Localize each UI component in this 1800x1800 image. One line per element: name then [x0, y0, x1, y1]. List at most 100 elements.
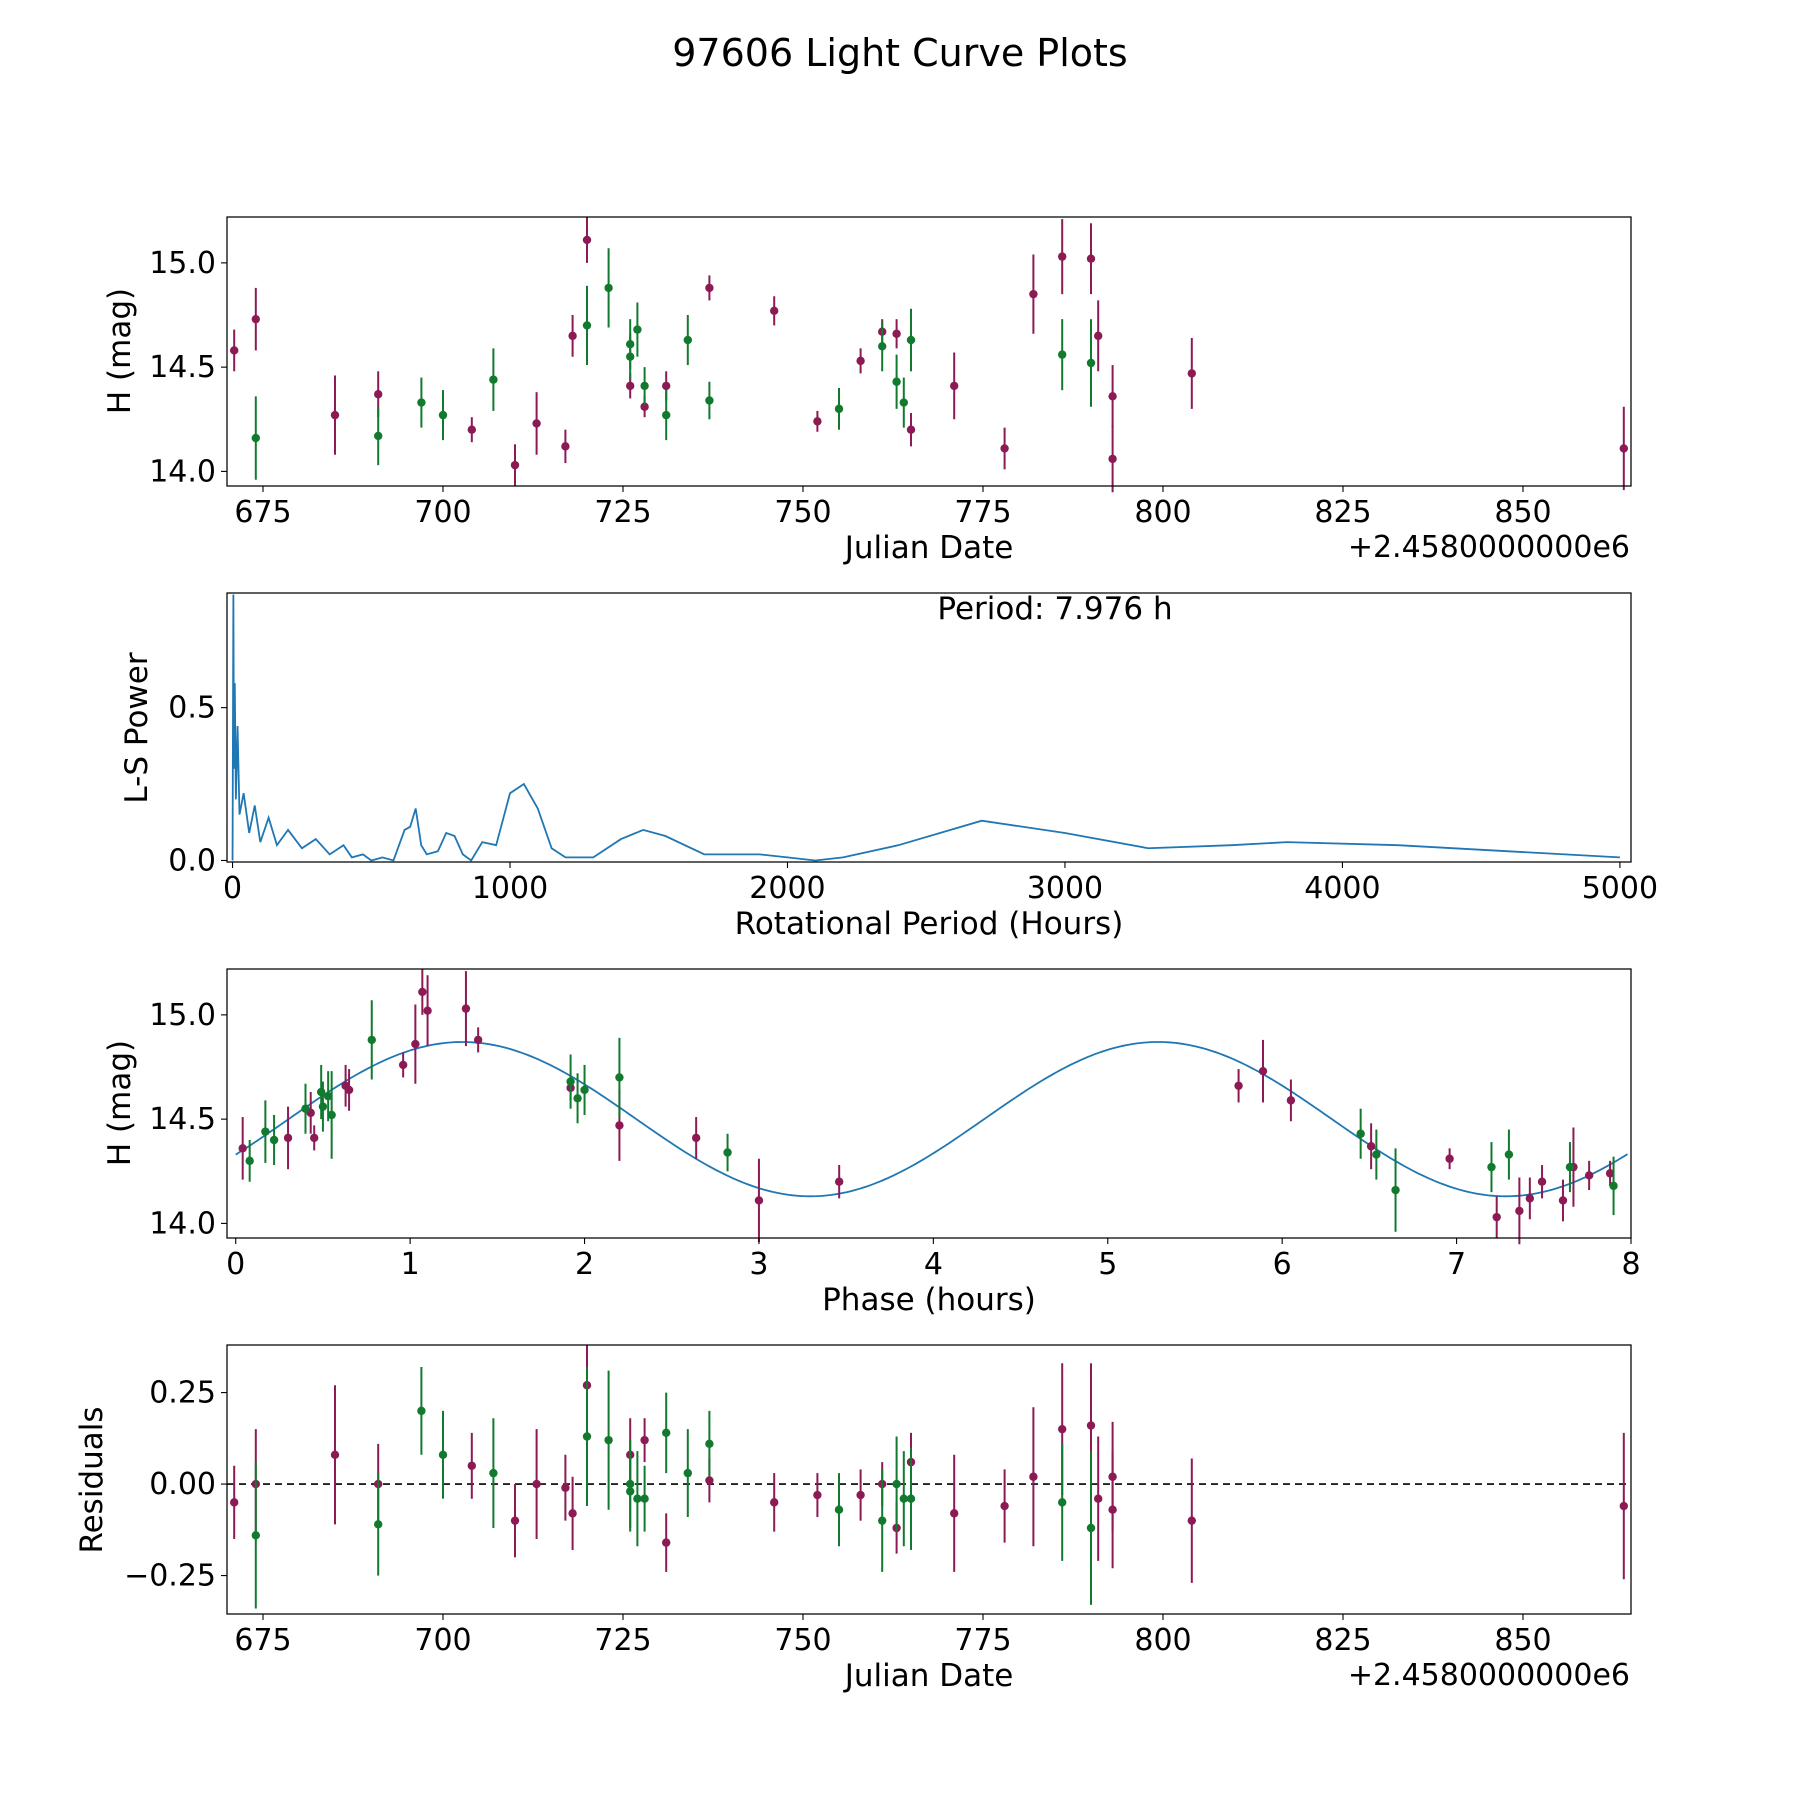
- raw-magenta-data-point: [770, 306, 779, 316]
- phase-plot-frame: [226, 968, 1632, 1239]
- resid-magenta-data-point: [662, 1538, 671, 1547]
- phase-green-data-point: [1565, 1162, 1575, 1172]
- phase-green-data-point: [261, 1127, 270, 1136]
- phase-y-axis-label: H (mag): [102, 1040, 138, 1166]
- raw-green-data-point: [633, 325, 642, 334]
- phase-magenta-data-point: [1525, 1194, 1535, 1203]
- phase-magenta-data-point: [283, 1133, 293, 1143]
- phase-x-tick-label: 1: [401, 1247, 420, 1282]
- raw-green-data-point: [626, 352, 635, 361]
- phase-x-tick-label: 5: [1098, 1247, 1117, 1282]
- resid-x-offset-label: +2.4580000000e6: [1348, 1658, 1630, 1693]
- raw-green-data-point: [582, 321, 592, 330]
- resid-green-data-point: [626, 1487, 635, 1496]
- phase-green-data-point: [566, 1077, 575, 1086]
- resid-magenta-data-point: [330, 1450, 340, 1459]
- phase-magenta-data-point: [1258, 1066, 1268, 1076]
- phase-green-data-point: [367, 1035, 376, 1045]
- phase-green-data-point: [580, 1085, 589, 1095]
- raw-plot-frame: [226, 216, 1632, 487]
- raw-green-data-point: [251, 433, 260, 443]
- raw-green-data-point: [1086, 358, 1096, 368]
- phase-magenta-data-point: [1558, 1196, 1568, 1205]
- phase-green-data-point: [327, 1110, 336, 1120]
- phase-magenta-data-point: [398, 1060, 408, 1070]
- resid-x-tick-label: 675: [234, 1623, 291, 1658]
- raw-y-tick-label: 14.5: [149, 350, 216, 385]
- resid-x-tick-label: 700: [414, 1623, 471, 1658]
- resid-magenta-data-point: [467, 1461, 476, 1470]
- phase-magenta-data-point: [834, 1177, 844, 1186]
- ls-x-tick-label: 1000: [472, 871, 548, 906]
- phase-magenta-data-point: [1286, 1096, 1296, 1105]
- phase-magenta-data-point: [473, 1035, 483, 1045]
- phase-green-data-point: [269, 1135, 279, 1145]
- resid-green-data-point: [834, 1505, 844, 1514]
- phase-green-data-point: [316, 1087, 326, 1097]
- raw-green-data-point: [899, 398, 908, 407]
- resid-magenta-data-point: [1029, 1472, 1038, 1481]
- resid-magenta-data-point: [640, 1435, 649, 1445]
- figure-title: 97606 Light Curve Plots: [672, 31, 1127, 75]
- phase-green-data-point: [245, 1156, 254, 1166]
- ls-plot-frame: [226, 592, 1632, 863]
- raw-x-tick-label: 850: [1494, 495, 1551, 530]
- resid-magenta-data-point: [1187, 1516, 1197, 1525]
- phase-x-tick-label: 6: [1273, 1247, 1292, 1282]
- phase-x-tick-label: 0: [226, 1247, 245, 1282]
- resid-x-tick-label: 825: [1314, 1623, 1371, 1658]
- phase-magenta-data-point: [1234, 1081, 1243, 1090]
- phase-y-tick-label: 14.5: [149, 1102, 216, 1137]
- resid-green-data-point: [1086, 1523, 1096, 1533]
- raw-green-data-point: [705, 396, 714, 405]
- resid-magenta-data-point: [856, 1490, 865, 1500]
- resid-magenta-data-point: [568, 1509, 577, 1518]
- phase-magenta-data-point: [691, 1133, 701, 1143]
- resid-x-axis-label: Julian Date: [843, 1658, 1014, 1694]
- phase-magenta-data-point: [1537, 1177, 1547, 1186]
- resid-magenta-data-point: [1086, 1421, 1096, 1430]
- ls-x-tick-label: 5000: [1582, 871, 1658, 906]
- resid-green-data-point: [662, 1428, 671, 1438]
- phase-magenta-data-point: [238, 1144, 247, 1153]
- ls-y-tick-label: 0.5: [168, 691, 216, 726]
- phase-green-data-point: [318, 1102, 328, 1111]
- resid-green-data-point: [640, 1494, 649, 1503]
- resid-green-data-point: [251, 1531, 260, 1540]
- ls-y-tick-label: 0.0: [168, 843, 216, 878]
- resid-y-axis-label: Residuals: [74, 1406, 110, 1553]
- resid-y-tick-label: 0.00: [149, 1467, 216, 1502]
- period-annotation: Period: 7.976 h: [937, 591, 1172, 627]
- raw-light-curve-panel: 675 700 725 750 775 800 825 850 14.0 14.5 15.0 Jul…: [102, 216, 1632, 566]
- raw-magenta-data-point: [510, 460, 520, 470]
- raw-magenta-data-point: [705, 283, 714, 293]
- resid-x-tick-label: 750: [774, 1623, 831, 1658]
- raw-magenta-data-point: [950, 381, 959, 391]
- raw-x-tick-label: 675: [234, 495, 291, 530]
- raw-magenta-data-point: [561, 442, 570, 451]
- raw-x-tick-label: 750: [774, 495, 831, 530]
- resid-green-data-point: [1058, 1498, 1067, 1507]
- raw-magenta-data-point: [892, 329, 901, 338]
- phase-x-tick-label: 4: [924, 1247, 943, 1282]
- resid-x-tick-label: 775: [954, 1623, 1011, 1658]
- raw-magenta-data-point: [230, 346, 239, 355]
- resid-green-data-point: [438, 1450, 448, 1459]
- resid-y-tick-label: −0.25: [124, 1559, 216, 1594]
- raw-green-data-point: [878, 342, 887, 351]
- phase-magenta-data-point: [344, 1085, 354, 1095]
- phase-magenta-data-point: [423, 1006, 432, 1015]
- resid-magenta-data-point: [561, 1483, 570, 1492]
- raw-green-data-point: [892, 377, 901, 386]
- sine-fit-curve: [235, 1041, 1628, 1198]
- phase-x-tick-label: 3: [749, 1247, 768, 1282]
- raw-magenta-data-point: [1058, 252, 1067, 261]
- resid-magenta-data-point: [770, 1498, 779, 1507]
- resid-green-data-point: [892, 1479, 901, 1489]
- resid-green-data-point: [417, 1406, 426, 1416]
- phase-magenta-data-point: [310, 1133, 319, 1143]
- phase-y-tick-label: 15.0: [149, 998, 216, 1033]
- phase-green-data-point: [615, 1073, 624, 1082]
- resid-green-data-point: [906, 1494, 916, 1503]
